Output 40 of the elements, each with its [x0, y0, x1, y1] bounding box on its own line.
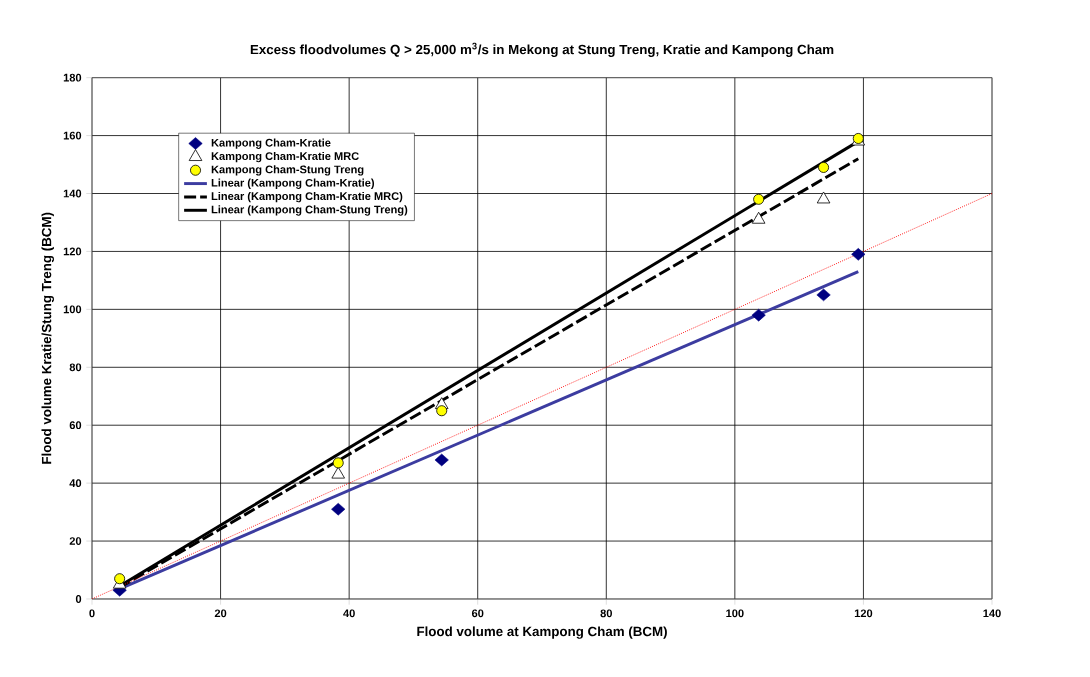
- x-tick-label: 60: [471, 609, 484, 618]
- x-tick-label: 0: [89, 609, 95, 618]
- y-tick-label: 120: [63, 247, 82, 256]
- x-tick-label: 140: [983, 609, 1001, 618]
- point: [751, 308, 766, 322]
- y-tick-label: 20: [69, 537, 82, 545]
- point: [434, 453, 449, 467]
- point: [331, 502, 346, 516]
- y-tick-label: 140: [63, 189, 82, 198]
- point: [816, 288, 831, 302]
- y-tick-label: 60: [69, 421, 82, 430]
- x-tick-label: 80: [600, 609, 612, 618]
- x-axis-title: Flood volume at Kampong Cham (BCM): [417, 626, 667, 639]
- x-tick-label: 100: [726, 609, 744, 618]
- y-tick-label: 0: [75, 595, 82, 603]
- x-tick-label: 40: [343, 609, 355, 618]
- legend-label: Linear (Kampong Cham-Kratie MRC): [211, 191, 403, 203]
- point: [851, 248, 866, 261]
- chart-title: Excess floodvolumes Q > 25,000 m$^{3}$/s in Mekong at Stung Treng, Kratie and Kampong Cham: [250, 42, 834, 57]
- point: [753, 193, 765, 205]
- legend-label: Kampong Cham-Stung Treng: [211, 165, 364, 176]
- point: [331, 466, 345, 479]
- point: [436, 405, 448, 417]
- y-axis-title: Flood volume Kratie/Stung Treng (BCM): [41, 212, 54, 464]
- point: [818, 161, 830, 173]
- point: [816, 191, 831, 204]
- legend-label: Linear (Kampong Cham-Stung Treng): [211, 205, 408, 216]
- point: [751, 211, 766, 224]
- legend-label: Linear (Kampong Cham-Kratie): [211, 178, 375, 189]
- legend-label: Kampong Cham-Kratie: [211, 138, 331, 149]
- x-tick-label: 120: [854, 609, 873, 618]
- x-tick-label: 20: [214, 609, 227, 618]
- legend-label: Kampong Cham-Kratie MRC: [211, 151, 359, 163]
- y-tick-label: 80: [69, 363, 82, 372]
- y-tick-label: 100: [63, 305, 82, 314]
- point: [332, 457, 344, 469]
- y-tick-label: 180: [63, 73, 82, 82]
- y-tick-label: 40: [69, 479, 82, 488]
- point: [114, 573, 126, 585]
- y-tick-label: 160: [63, 131, 82, 140]
